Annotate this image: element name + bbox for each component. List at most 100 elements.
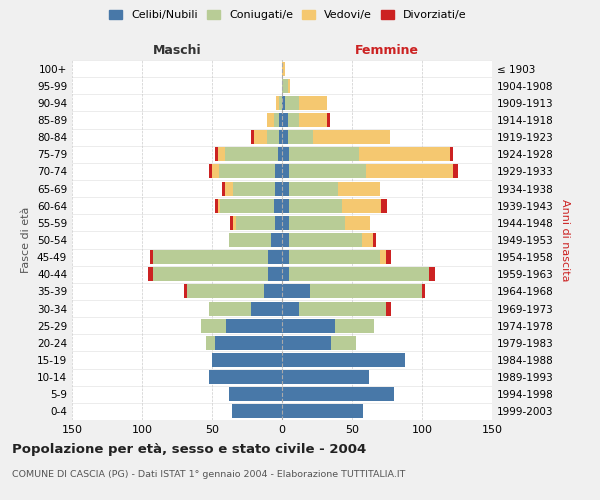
Bar bbox=[218, 198, 220, 212]
Bar bbox=[229, 388, 282, 402]
Text: Femmine: Femmine bbox=[355, 44, 419, 58]
Bar bbox=[382, 198, 387, 212]
Bar bbox=[212, 164, 219, 178]
Bar bbox=[218, 148, 224, 162]
Bar bbox=[282, 130, 287, 144]
Bar bbox=[279, 96, 282, 110]
Bar bbox=[215, 148, 218, 162]
Bar bbox=[251, 130, 254, 144]
Bar bbox=[201, 318, 226, 332]
Bar bbox=[345, 216, 370, 230]
Bar bbox=[289, 148, 359, 162]
Bar bbox=[386, 250, 391, 264]
Bar bbox=[310, 284, 422, 298]
Bar bbox=[335, 318, 374, 332]
Bar bbox=[380, 250, 386, 264]
Bar bbox=[229, 233, 271, 247]
Bar bbox=[450, 148, 453, 162]
Bar bbox=[289, 233, 362, 247]
Bar bbox=[215, 336, 282, 350]
Bar bbox=[268, 268, 282, 281]
Bar bbox=[282, 404, 363, 418]
Bar bbox=[212, 353, 282, 367]
Bar bbox=[289, 250, 380, 264]
Bar bbox=[359, 148, 450, 162]
Bar bbox=[285, 96, 299, 110]
Bar bbox=[289, 198, 342, 212]
Bar bbox=[209, 302, 251, 316]
Bar bbox=[453, 164, 458, 178]
Text: Popolazione per età, sesso e stato civile - 2004: Popolazione per età, sesso e stato civil… bbox=[12, 442, 366, 456]
Bar bbox=[206, 336, 215, 350]
Bar bbox=[226, 318, 282, 332]
Y-axis label: Fasce di età: Fasce di età bbox=[22, 207, 31, 273]
Bar bbox=[287, 78, 290, 92]
Bar bbox=[224, 148, 278, 162]
Bar bbox=[233, 182, 275, 196]
Bar bbox=[233, 216, 236, 230]
Bar bbox=[289, 182, 338, 196]
Bar bbox=[282, 182, 289, 196]
Bar bbox=[282, 388, 394, 402]
Bar bbox=[327, 113, 329, 127]
Bar bbox=[275, 182, 282, 196]
Bar bbox=[209, 164, 212, 178]
Bar bbox=[342, 198, 382, 212]
Text: COMUNE DI CASCIA (PG) - Dati ISTAT 1° gennaio 2004 - Elaborazione TUTTITALIA.IT: COMUNE DI CASCIA (PG) - Dati ISTAT 1° ge… bbox=[12, 470, 406, 479]
Bar bbox=[251, 302, 282, 316]
Bar bbox=[289, 164, 366, 178]
Bar bbox=[151, 250, 153, 264]
Bar bbox=[222, 182, 224, 196]
Bar bbox=[184, 284, 187, 298]
Bar bbox=[230, 216, 233, 230]
Bar bbox=[282, 96, 285, 110]
Bar bbox=[282, 284, 310, 298]
Bar bbox=[287, 113, 299, 127]
Y-axis label: Anni di nascita: Anni di nascita bbox=[560, 198, 570, 281]
Bar bbox=[282, 302, 299, 316]
Bar bbox=[220, 198, 274, 212]
Bar bbox=[266, 130, 279, 144]
Bar bbox=[313, 130, 390, 144]
Bar bbox=[274, 113, 279, 127]
Bar bbox=[279, 130, 282, 144]
Bar bbox=[282, 78, 287, 92]
Bar bbox=[224, 182, 233, 196]
Bar bbox=[282, 233, 289, 247]
Bar bbox=[279, 113, 282, 127]
Bar bbox=[277, 96, 279, 110]
Bar bbox=[219, 164, 275, 178]
Bar bbox=[264, 284, 282, 298]
Bar bbox=[282, 370, 369, 384]
Bar bbox=[289, 216, 345, 230]
Bar bbox=[338, 182, 380, 196]
Bar bbox=[275, 216, 282, 230]
Bar bbox=[266, 113, 274, 127]
Bar bbox=[362, 233, 373, 247]
Bar bbox=[282, 198, 289, 212]
Text: Maschi: Maschi bbox=[152, 44, 202, 58]
Bar bbox=[289, 268, 429, 281]
Bar bbox=[215, 198, 218, 212]
Bar bbox=[386, 302, 391, 316]
Bar bbox=[282, 113, 287, 127]
Bar bbox=[282, 250, 289, 264]
Bar bbox=[268, 250, 282, 264]
Bar bbox=[187, 284, 264, 298]
Bar bbox=[153, 250, 268, 264]
Bar bbox=[274, 198, 282, 212]
Bar bbox=[254, 130, 266, 144]
Bar bbox=[373, 233, 376, 247]
Bar bbox=[232, 404, 282, 418]
Bar bbox=[366, 164, 453, 178]
Bar bbox=[153, 268, 268, 281]
Bar bbox=[299, 302, 386, 316]
Bar bbox=[282, 268, 289, 281]
Bar bbox=[282, 318, 335, 332]
Bar bbox=[282, 62, 285, 76]
Bar bbox=[275, 164, 282, 178]
Bar bbox=[282, 216, 289, 230]
Bar bbox=[282, 148, 289, 162]
Bar bbox=[236, 216, 275, 230]
Bar bbox=[299, 113, 327, 127]
